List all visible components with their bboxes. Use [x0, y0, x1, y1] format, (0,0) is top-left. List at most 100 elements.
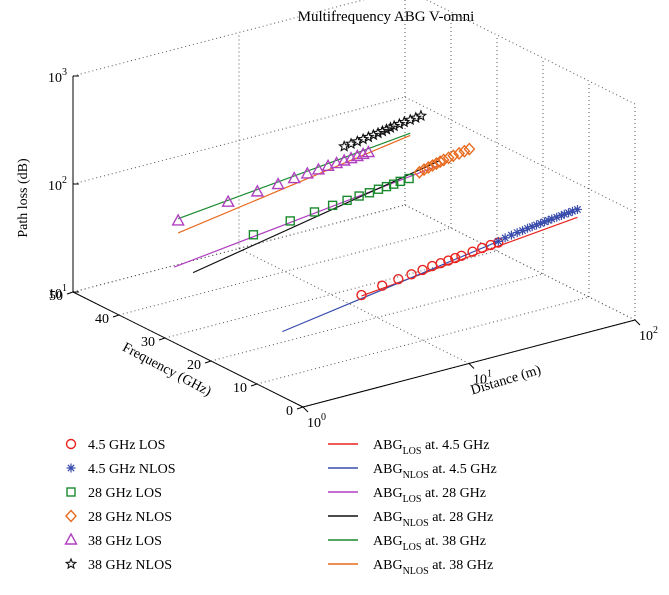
- data-point: [350, 149, 364, 162]
- data-point: [327, 200, 338, 211]
- data-point: [311, 162, 326, 175]
- data-point: [248, 230, 259, 240]
- data-point: [393, 273, 404, 285]
- data-point: [447, 149, 460, 163]
- data-point: [463, 142, 476, 156]
- data-point: [414, 109, 428, 122]
- legend-marker: [64, 557, 78, 570]
- fit-line: [177, 132, 411, 220]
- data-point: [406, 269, 417, 280]
- legend-item: ABGNLOS at. 4.5 GHz: [328, 462, 497, 481]
- z-axis-label: Path loss (dB): [16, 158, 31, 238]
- grid-line: [404, 96, 636, 213]
- data-point: [285, 216, 295, 226]
- x-tick: [634, 319, 641, 326]
- y-tick: [158, 337, 166, 341]
- grid-line: [118, 227, 452, 316]
- legend-item: 4.5 GHz LOS: [65, 438, 165, 453]
- data-point: [338, 139, 351, 152]
- legend-label: ABGNLOS at. 4.5 GHz: [373, 462, 497, 481]
- legend-item: ABGLOS at. 38 GHz: [328, 534, 486, 553]
- legend-label: ABGNLOS at. 28 GHz: [373, 510, 493, 529]
- z-tick-label: 103: [48, 67, 67, 86]
- y-tick: [204, 360, 212, 364]
- data-point: [171, 213, 185, 226]
- legend-item: ABGLOS at. 28 GHz: [328, 486, 486, 505]
- grid-line: [404, 204, 636, 321]
- series-28-ghz-los: [248, 173, 414, 240]
- data-point: [453, 146, 466, 160]
- data-point: [271, 177, 285, 190]
- data-point: [395, 176, 405, 187]
- data-point: [456, 250, 467, 262]
- data-point: [371, 126, 385, 139]
- legend-marker: [66, 463, 76, 473]
- data-point: [458, 144, 471, 158]
- data-point: [404, 173, 414, 184]
- legend-item: 38 GHz LOS: [64, 532, 162, 549]
- fit-line: [173, 164, 441, 268]
- y-tick-label: 20: [187, 358, 201, 373]
- legend-label: ABGNLOS at. 38 GHz: [373, 558, 493, 577]
- legend-label: 4.5 GHz NLOS: [88, 462, 176, 477]
- legend-marker: [65, 509, 77, 523]
- y-tick-label: 50: [49, 289, 63, 304]
- data-point: [342, 195, 352, 206]
- fit-line: [282, 240, 499, 333]
- legend-marker: [65, 438, 77, 450]
- y-axis-line: [72, 291, 304, 408]
- data-point: [572, 204, 582, 214]
- data-point: [449, 252, 461, 264]
- data-point: [559, 209, 569, 219]
- series-28-ghz-nlos: [413, 142, 476, 179]
- y-tick-label: 40: [95, 312, 109, 327]
- z-tick-label: 101: [48, 283, 67, 302]
- y-tick-label: 0: [286, 404, 293, 419]
- x-tick: [468, 363, 475, 369]
- data-point: [380, 123, 393, 135]
- data-point: [417, 264, 428, 276]
- legend-label: 4.5 GHz LOS: [88, 438, 165, 453]
- data-point: [287, 171, 301, 184]
- legend-item: 4.5 GHz NLOS: [66, 462, 176, 477]
- y-tick: [112, 314, 120, 318]
- legend-item: 38 GHz NLOS: [64, 557, 172, 573]
- plot-area: [171, 109, 582, 333]
- data-point: [418, 163, 431, 177]
- legend-item: ABGNLOS at. 38 GHz: [328, 558, 493, 577]
- chart-title: Multifrequency ABG V-omni: [298, 9, 475, 25]
- data-point: [393, 117, 406, 130]
- x-tick-label: 102: [639, 325, 658, 344]
- data-point: [388, 179, 399, 189]
- series-38-ghz-los: [171, 145, 376, 226]
- data-point: [426, 158, 439, 173]
- data-point: [536, 218, 546, 228]
- legend-label: 28 GHz LOS: [88, 486, 162, 501]
- legend-label: 28 GHz NLOS: [88, 510, 172, 525]
- x-tick: [302, 406, 309, 413]
- legend-label: ABGLOS at. 38 GHz: [373, 534, 486, 553]
- series-4-5-ghz-los: [356, 237, 504, 301]
- data-point: [356, 289, 367, 301]
- data-point: [493, 236, 503, 246]
- x-axis-label: Distance (m): [469, 363, 543, 399]
- legend-item: 28 GHz LOS: [66, 486, 162, 501]
- data-point: [364, 188, 375, 198]
- data-point: [442, 151, 455, 165]
- data-point: [434, 155, 447, 169]
- x-tick-label: 101: [473, 369, 492, 388]
- data-point: [552, 212, 562, 222]
- data-point: [367, 128, 380, 141]
- series-4-5-ghz-nlos: [493, 204, 582, 246]
- data-point: [500, 233, 510, 243]
- legend-label: ABGLOS at. 28 GHz: [373, 486, 486, 505]
- y-tick: [296, 406, 304, 410]
- legend-label: ABGLOS at. 4.5 GHz: [373, 438, 490, 457]
- legend-label: 38 GHz NLOS: [88, 558, 172, 573]
- data-point: [467, 246, 478, 257]
- data-point: [413, 165, 426, 179]
- data-point: [532, 220, 542, 230]
- legend: 4.5 GHz LOS 4.5 GHz NLOS 28 GHz LOS 28 GHz …: [64, 438, 497, 577]
- data-point: [377, 280, 388, 291]
